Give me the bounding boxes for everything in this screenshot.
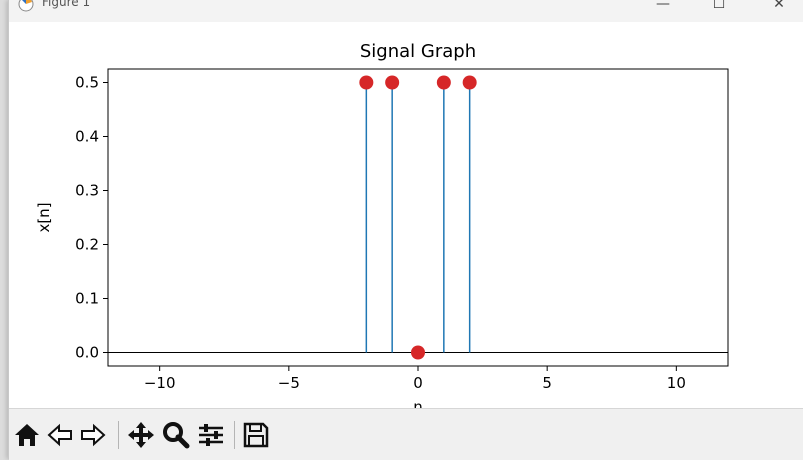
toolbar-separator — [118, 421, 119, 449]
maximize-button[interactable]: ☐ — [712, 0, 726, 12]
axes-frame — [107, 68, 729, 367]
matplotlib-logo-icon — [18, 0, 34, 12]
y-tick-label: 0.5 — [75, 74, 99, 92]
stem-marker — [385, 75, 400, 90]
stem-marker — [411, 345, 425, 360]
y-tick-label: 0.3 — [75, 182, 99, 200]
y-tick-label: 0.4 — [75, 128, 99, 146]
x-tick-label: 5 — [542, 374, 552, 392]
configure-subplots-button[interactable] — [196, 420, 226, 450]
signal-chart[interactable]: Signal Graph −10 −5 0 5 10 0.0 0.1 0.2 0.3 0.4 0.5… — [9, 22, 803, 416]
back-icon — [47, 423, 72, 447]
close-button[interactable]: ✕ — [773, 0, 785, 12]
y-axis-label: x[n] — [35, 202, 53, 232]
save-button[interactable] — [241, 420, 271, 450]
y-tick-label: 0.0 — [75, 344, 99, 362]
minimize-button[interactable]: — — [656, 0, 670, 12]
stem-marker — [359, 75, 374, 90]
forward-button[interactable] — [78, 420, 108, 450]
plot-area[interactable]: Signal Graph −10 −5 0 5 10 0.0 0.1 0.2 0.3 0.4 0.5… — [9, 22, 803, 416]
navigation-toolbar — [9, 408, 803, 460]
x-tick-label: 0 — [413, 374, 423, 392]
x-tick-label: −10 — [144, 374, 176, 392]
zoom-icon — [163, 422, 190, 449]
save-icon — [243, 422, 269, 448]
pan-icon — [128, 422, 154, 448]
chart-title: Signal Graph — [360, 41, 476, 62]
y-tick-label: 0.1 — [75, 290, 99, 308]
title-bar[interactable]: Figure 1 — ☐ ✕ — [9, 0, 803, 22]
zoom-button[interactable] — [161, 420, 191, 450]
home-button[interactable] — [12, 420, 42, 450]
x-tick-label: 10 — [667, 374, 686, 392]
x-axis-label: n — [413, 398, 423, 408]
home-icon — [15, 424, 39, 446]
stem-marker — [436, 75, 451, 90]
y-tick-label: 0.2 — [75, 236, 99, 254]
forward-icon — [81, 423, 106, 447]
window-title: Figure 1 — [42, 0, 91, 9]
x-tick-label: −5 — [278, 374, 300, 392]
back-button[interactable] — [45, 420, 75, 450]
pan-button[interactable] — [126, 420, 156, 450]
figure-window: Figure 1 — ☐ ✕ Signal Graph −10 −5 0 5 10 0.0… — [8, 0, 803, 460]
configure-subplots-icon — [199, 424, 223, 446]
toolbar-separator — [234, 421, 235, 449]
stem-marker — [462, 75, 477, 90]
